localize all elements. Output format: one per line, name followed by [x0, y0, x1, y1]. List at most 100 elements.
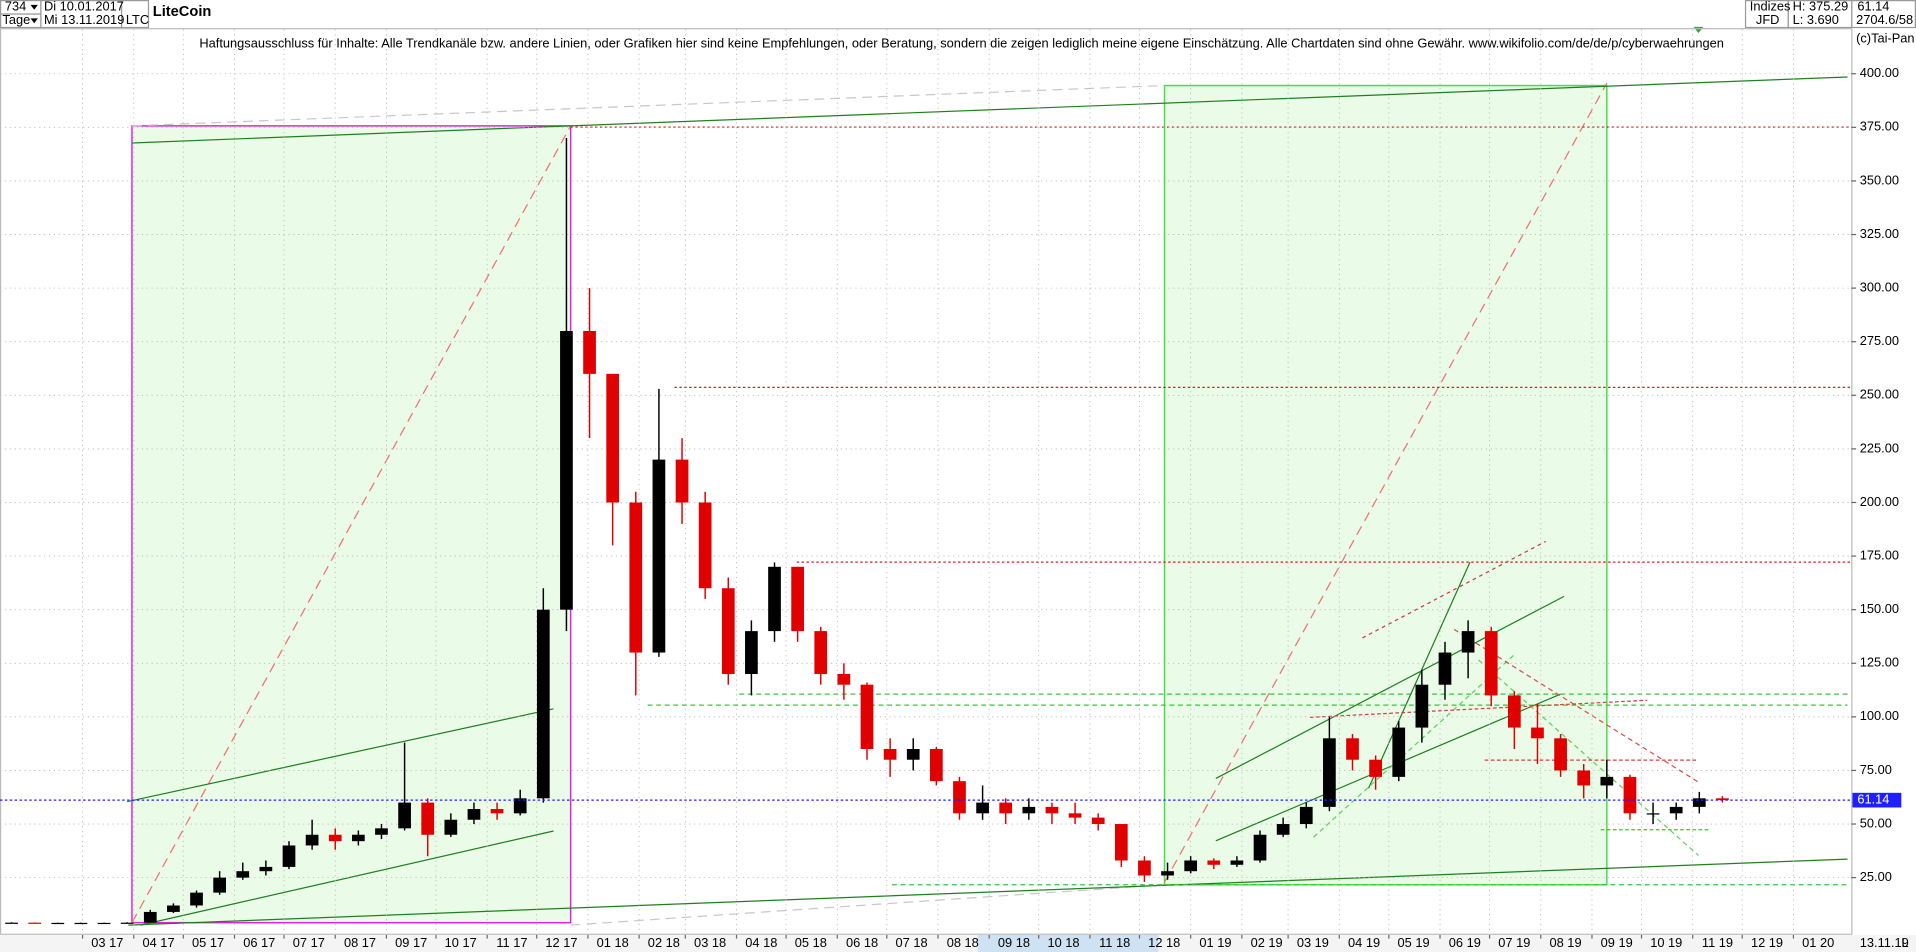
candle-body [675, 459, 689, 503]
pattern-line [1453, 628, 1699, 783]
trend-line [570, 76, 1848, 127]
candle-body [120, 922, 134, 924]
chart-title: LiteCoin [153, 4, 212, 20]
y-tick-label: 275.00 [1860, 333, 1899, 348]
candle-body [398, 802, 411, 829]
channel-line [1368, 561, 1471, 789]
candle-body [213, 877, 226, 893]
x-tick-label: 07 17 [293, 935, 325, 950]
candle-body [976, 802, 989, 814]
candle-body [1692, 798, 1706, 807]
x-tick-label: 03 19 [1297, 935, 1329, 950]
y-tick-label: 200.00 [1860, 494, 1899, 509]
candle-body [953, 781, 966, 814]
candle-body [1369, 759, 1382, 777]
candle-body [1184, 860, 1198, 872]
candle-body [1531, 727, 1544, 739]
candle-body [999, 802, 1013, 814]
x-tick-label: 09 19 [1601, 935, 1633, 950]
candle-body [745, 631, 758, 674]
x-tick-label: 03 17 [91, 935, 123, 950]
candle-body [583, 330, 596, 374]
x-tick-label: 02 19 [1251, 935, 1283, 950]
candle-body [351, 834, 365, 842]
candle-body [906, 749, 920, 760]
candle-body [513, 798, 527, 814]
candle-body [1114, 824, 1128, 861]
candle-body [1138, 860, 1151, 876]
count: 734 [5, 0, 26, 14]
candle-body [1577, 770, 1591, 786]
candle-body [1415, 684, 1429, 728]
candle-body [74, 922, 88, 925]
channel-line [140, 830, 554, 926]
candle-body [560, 330, 573, 610]
trend-line [131, 125, 571, 144]
candle-body [328, 834, 342, 842]
x-axis-highlight [977, 934, 1159, 952]
trend-line [128, 858, 1848, 926]
candle-body [97, 922, 111, 925]
candle-body [1438, 652, 1452, 685]
start-date: Di 10.01.2017 [44, 0, 124, 14]
market: Indizes [1750, 0, 1791, 14]
candle-body [1646, 813, 1660, 815]
y-tick-label: 375.00 [1860, 119, 1899, 134]
symbol: LTC [126, 12, 149, 27]
x-tick-label: 11 19 [1702, 935, 1733, 950]
candle-body [259, 866, 273, 872]
end-date: Mi 13.11.2019 [44, 12, 124, 27]
pattern-line [1362, 540, 1547, 639]
candle-body [1068, 813, 1082, 818]
y-tick-label: 350.00 [1860, 172, 1899, 187]
x-tick-label: 04 19 [1348, 935, 1380, 950]
candle-body [1091, 817, 1105, 825]
guide [570, 884, 1165, 926]
x-tick-label: 01 19 [1199, 935, 1231, 950]
candle-body [143, 911, 157, 923]
last-date: 13.11.19 [1860, 935, 1909, 950]
candle-body [883, 749, 897, 760]
x-tick-label: 12 17 [545, 935, 577, 950]
candle-body [652, 459, 666, 653]
candle-body [1276, 824, 1290, 835]
candle-body [1207, 860, 1221, 865]
candle-body [236, 871, 250, 878]
candle-body [1346, 738, 1359, 760]
candles [0, 138, 1852, 925]
date-box [40, 0, 123, 29]
x-tick-label: 01 20 [1802, 935, 1834, 950]
candle-body [814, 631, 828, 674]
candle-body [167, 905, 180, 912]
candle-body [1392, 727, 1406, 777]
dropdown-arrow [30, 18, 38, 24]
candle-body [860, 684, 874, 750]
pattern-line [1309, 699, 1648, 718]
candle-body [490, 809, 504, 814]
candle-body [5, 922, 18, 924]
x-tick-label: 06 18 [846, 935, 878, 950]
mode: L [1901, 935, 1908, 950]
candle-body [629, 502, 643, 653]
candle-body [1600, 776, 1614, 786]
candle-body [536, 609, 550, 799]
candle-body [190, 892, 203, 906]
last-quote: 61.14 [1857, 0, 1889, 14]
diagonal [1163, 82, 1608, 883]
x-tick-label: 03 18 [694, 935, 726, 950]
period: Tage [2, 12, 30, 27]
x-tick-label: 10 19 [1650, 935, 1682, 950]
y-tick-label: 50.00 [1860, 815, 1892, 830]
x-tick-label: 08 19 [1549, 935, 1581, 950]
candle-body [1230, 860, 1244, 865]
dropdown-arrow [30, 4, 38, 10]
candle-body [1623, 776, 1637, 814]
candle-body [1022, 806, 1036, 814]
range-box [1787, 0, 1853, 29]
candle-body [28, 922, 42, 924]
broker: JFD [1756, 12, 1780, 27]
quote-box [1851, 0, 1916, 29]
